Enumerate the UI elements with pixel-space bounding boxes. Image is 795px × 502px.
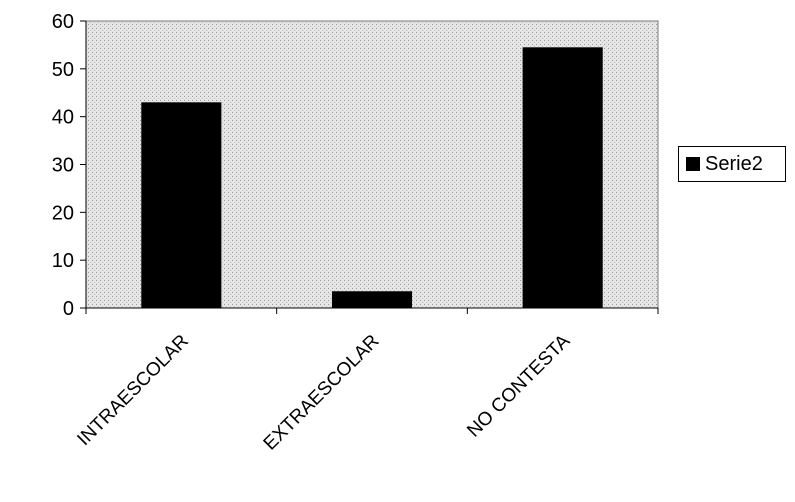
legend-label: Serie2 [705,152,763,175]
y-axis: 0 10 20 30 40 50 60 [52,11,87,320]
bar [141,102,222,308]
y-tick-label: 0 [63,298,74,320]
y-tick-label: 20 [52,202,74,224]
bars [141,47,603,308]
legend: Serie2 [678,146,786,182]
y-tick-label: 30 [52,155,74,177]
x-category-label: INTRAESCOLAR [74,331,193,450]
x-category-label: NO CONTESTA [463,330,574,441]
bar [522,47,603,308]
y-tick-label: 40 [52,107,74,129]
x-axis [85,307,659,314]
x-category-label: EXTRAESCOLAR [260,331,384,455]
y-tick-label: 10 [52,250,74,272]
y-tick-label: 60 [52,11,74,33]
legend-swatch [686,157,700,171]
bar [331,291,413,308]
category-labels: INTRAESCOLAR EXTRAESCOLAR NO CONTESTA [74,330,575,454]
y-tick-label: 50 [52,59,74,81]
